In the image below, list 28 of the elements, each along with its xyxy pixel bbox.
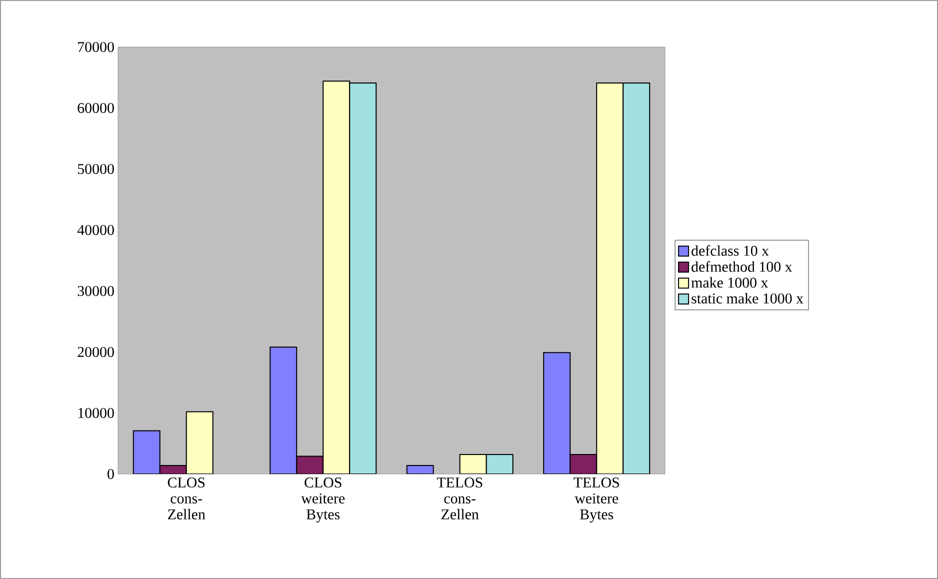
y-tick-label: 0	[108, 468, 114, 480]
y-tick-label: 30000	[78, 286, 114, 296]
y-tick-label: 20000	[78, 346, 114, 358]
bar	[270, 346, 298, 474]
bar	[132, 430, 160, 474]
x-tick-label: CLOS cons- Zellen	[168, 478, 206, 520]
bar	[543, 352, 571, 474]
bar	[186, 411, 214, 474]
x-tick-label: TELOS cons- Zellen	[436, 478, 482, 520]
bar	[596, 82, 624, 474]
bar	[296, 456, 324, 474]
y-tick-label: 40000	[77, 224, 114, 236]
y-tick-label: 60000	[78, 102, 114, 114]
legend-label: defclass 10 x	[692, 245, 769, 256]
legend-label: make 1000 x	[691, 277, 768, 288]
y-tick-label: 50000	[78, 164, 114, 174]
y-tick-label: 10000	[78, 408, 114, 418]
bar	[322, 80, 350, 474]
bar	[459, 454, 487, 474]
bar	[570, 454, 598, 474]
bar	[349, 82, 377, 474]
x-tick-label: CLOS weitere Bytes	[301, 478, 345, 523]
x-tick-label: TELOS weitere Bytes	[574, 478, 619, 523]
bar	[622, 82, 650, 474]
bar	[486, 454, 514, 474]
legend-label: defmethod 100 x	[692, 261, 792, 272]
legend-label: static make 1000 x	[692, 293, 804, 304]
y-tick-label: 70000	[78, 42, 114, 52]
